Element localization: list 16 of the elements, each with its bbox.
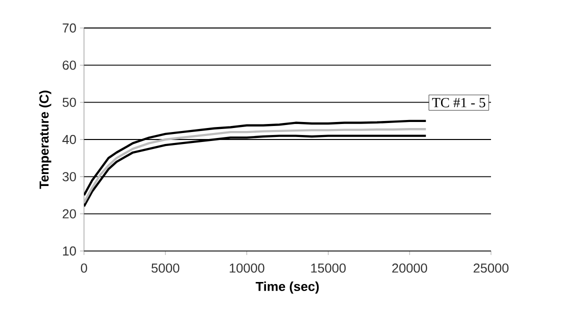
y-tick-label: 50	[62, 98, 76, 107]
y-tick-label: 30	[62, 172, 76, 182]
y-tick-label: 60	[62, 60, 76, 70]
annotation: TC #1 - 5	[432, 98, 486, 108]
y-tick-label: 20	[62, 209, 76, 218]
x-tick-label: 20000	[392, 264, 428, 273]
y-tick-label: 10	[63, 246, 76, 256]
x-tick-label: 25000	[474, 264, 509, 273]
y-tick-label: 70	[62, 23, 76, 33]
x-tick-label: 15000	[311, 264, 346, 273]
y-tick-label: 40	[62, 134, 76, 144]
x-tick-label: 0	[80, 264, 88, 273]
x-tick-label: 10000	[230, 264, 264, 273]
x-tick-label: 5000	[152, 264, 180, 273]
x-axis-title: Time (sec)	[256, 282, 319, 294]
y-axis-title: Temperature (C)	[39, 90, 52, 189]
